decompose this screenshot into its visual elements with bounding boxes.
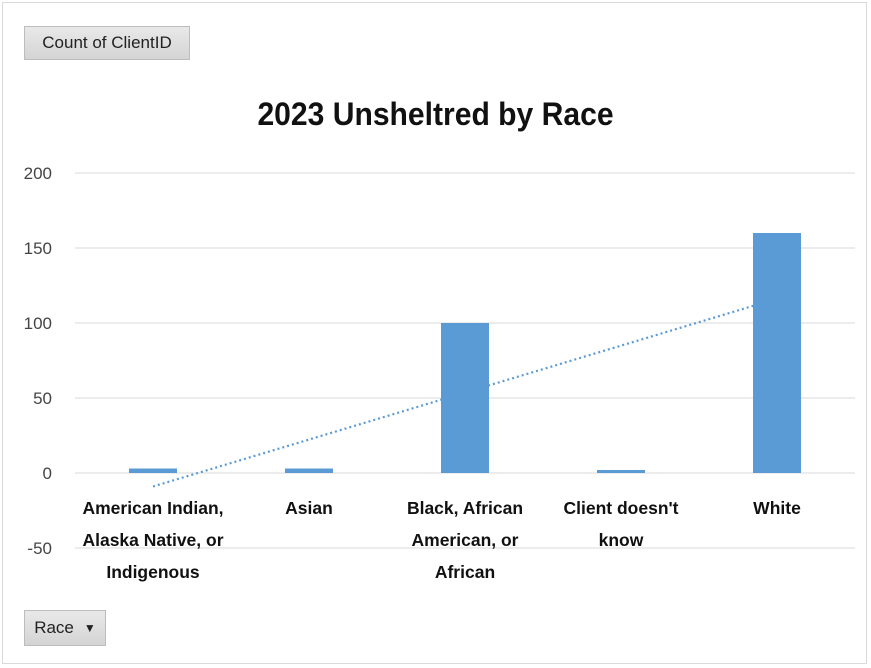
bar [597, 470, 645, 473]
axis-field-button[interactable]: Race ▼ [24, 610, 106, 646]
x-category-label: White [753, 498, 801, 518]
value-field-button[interactable]: Count of ClientID [24, 26, 190, 60]
y-tick-label: 100 [24, 314, 52, 333]
chart-title: 2023 Unsheltred by Race [257, 96, 614, 132]
bar [753, 233, 801, 473]
bar [129, 468, 177, 473]
y-tick-label: -50 [27, 539, 52, 558]
dropdown-arrow-icon: ▼ [83, 621, 96, 635]
bar [441, 323, 489, 473]
y-tick-label: 200 [24, 164, 52, 183]
y-tick-label: 0 [43, 464, 52, 483]
axis-field-label: Race [34, 618, 74, 637]
x-category-label: Black, African American, or African [407, 498, 523, 582]
x-category-label: American Indian, Alaska Native, or Indigen… [82, 498, 223, 582]
y-tick-label: 150 [24, 239, 52, 258]
bar [285, 468, 333, 473]
trendline [152, 297, 778, 488]
x-category-label: Client doesn't know [564, 498, 679, 550]
x-category-label: Asian [285, 498, 333, 518]
value-field-label: Count of ClientID [42, 33, 172, 52]
y-tick-label: 50 [33, 389, 52, 408]
